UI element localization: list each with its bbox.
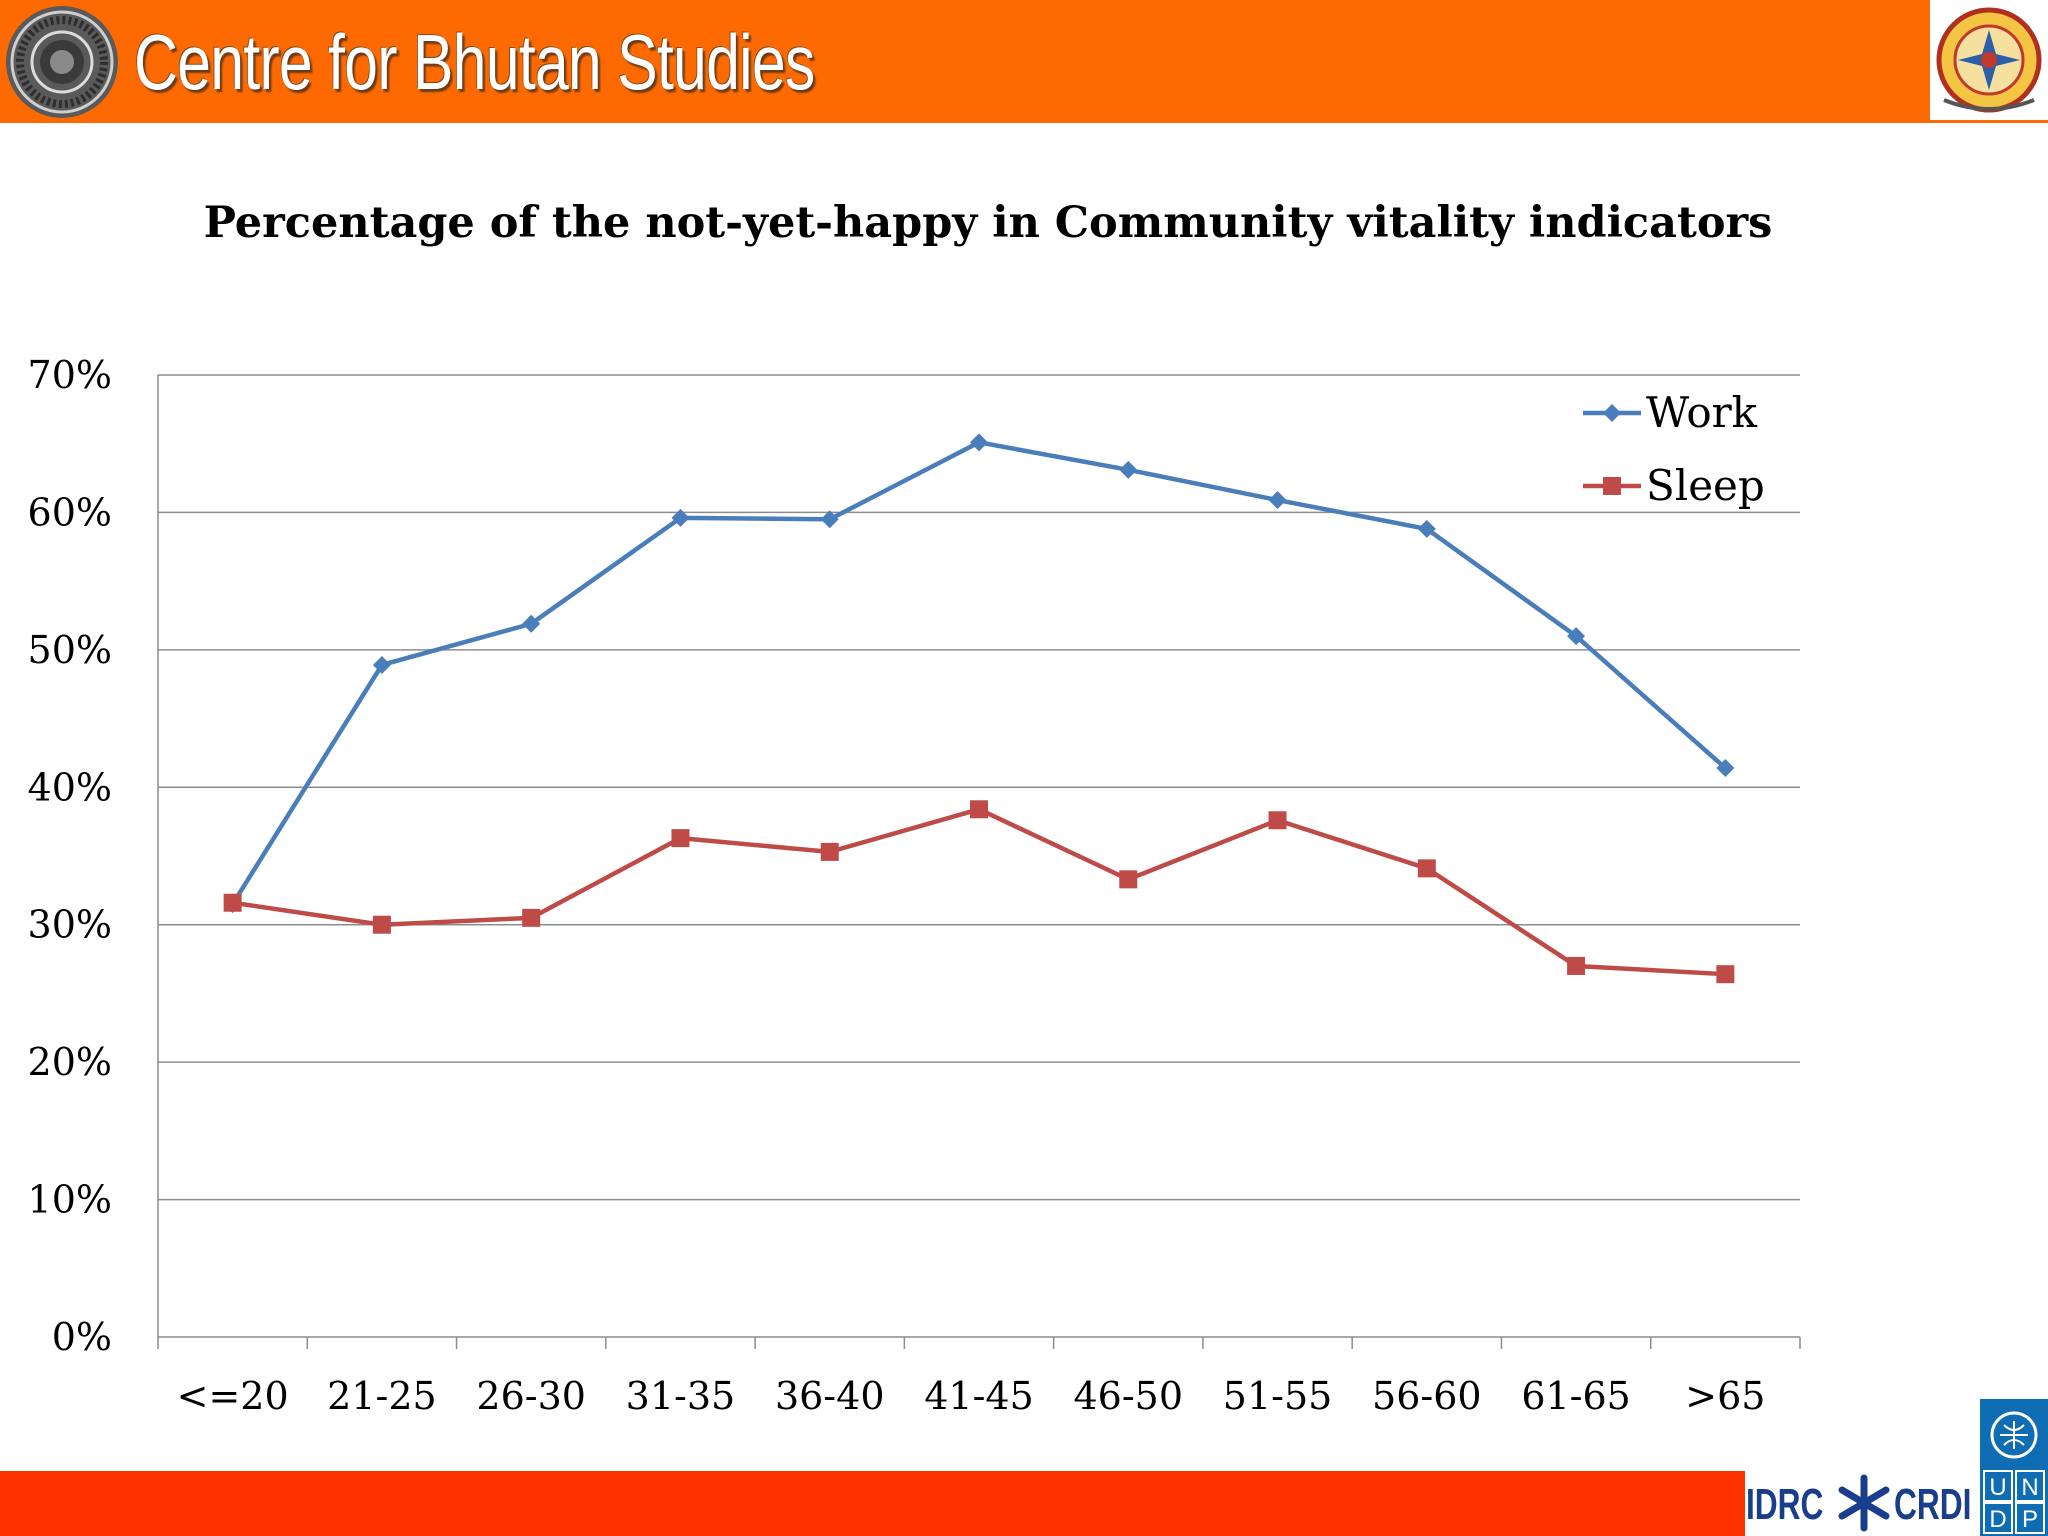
y-tick-label: 50% <box>28 628 112 672</box>
data-point-sleep <box>820 842 839 861</box>
undp-letter-p: P <box>2022 1506 2038 1533</box>
data-point-sleep <box>1417 859 1436 878</box>
x-tick-label: >65 <box>1685 1374 1765 1418</box>
data-point-work <box>1567 627 1586 646</box>
data-point-work <box>1716 759 1735 778</box>
chart-title: Percentage of the not-yet-happy in Commu… <box>203 198 1773 248</box>
data-point-sleep <box>372 915 391 934</box>
dharma-wheel-logo-icon <box>6 6 118 118</box>
org-title: Centre for Bhutan Studies <box>134 18 815 106</box>
y-tick-label: 70% <box>28 353 112 397</box>
legend-label-sleep: Sleep <box>1646 461 1765 510</box>
data-point-sleep <box>1716 965 1735 984</box>
x-tick-label: 46-50 <box>1073 1374 1183 1418</box>
x-tick-label: 61-65 <box>1521 1374 1631 1418</box>
x-tick-label: 56-60 <box>1372 1374 1482 1418</box>
legend-marker-sleep <box>1603 477 1621 495</box>
x-tick-label: 41-45 <box>924 1374 1034 1418</box>
y-tick-label: 0% <box>52 1315 112 1359</box>
series-line-work <box>230 440 1727 906</box>
data-point-sleep <box>522 908 541 927</box>
data-point-work <box>1268 491 1287 510</box>
data-point-work <box>671 508 690 527</box>
y-tick-label: 20% <box>28 1040 112 1084</box>
undp-letter-n: N <box>2021 1474 2038 1501</box>
x-tick-label: 26-30 <box>476 1374 586 1418</box>
data-point-work <box>522 614 541 633</box>
y-tick-label: 10% <box>28 1178 112 1222</box>
data-point-work <box>970 433 988 452</box>
data-point-sleep <box>1567 956 1586 975</box>
undp-letter-d: D <box>1989 1506 2006 1533</box>
header-bar <box>0 0 2048 123</box>
legend-label-work: Work <box>1646 388 1758 437</box>
emblem-icon <box>1936 7 2042 113</box>
x-tick-label: 36-40 <box>775 1374 885 1418</box>
undp-letter-u: U <box>1989 1474 2006 1501</box>
idrc-logo-text: IDRC <box>1746 1480 1824 1529</box>
crdi-logo-text: CRDI <box>1894 1480 1972 1529</box>
idrc-star-icon <box>1838 1474 1890 1532</box>
line-chart: 0% 10% 20% 30% 40% 50% 60% 70% <=20 21-25 26-30 31-… <box>28 353 1801 1418</box>
data-point-work <box>372 655 391 674</box>
footer-bar <box>0 1471 1745 1536</box>
undp-logo-icon: U N D P <box>1980 1399 2048 1536</box>
data-point-sleep <box>223 893 242 912</box>
data-point-sleep <box>1119 870 1138 889</box>
x-tick-label: 31-35 <box>626 1374 736 1418</box>
data-point-sleep <box>671 829 690 848</box>
x-tick-label: 21-25 <box>327 1374 437 1418</box>
data-point-sleep <box>1268 811 1287 830</box>
series-line-sleep <box>232 807 1726 977</box>
data-point-work <box>1417 519 1436 538</box>
data-point-sleep <box>970 800 988 819</box>
y-tick-label: 30% <box>28 903 112 947</box>
y-tick-label: 40% <box>28 765 112 809</box>
bhutan-emblem <box>1930 0 2048 120</box>
legend-marker-work <box>1603 404 1621 422</box>
x-tick-label: <=20 <box>177 1374 289 1418</box>
x-tick-label: 51-55 <box>1223 1374 1333 1418</box>
data-point-work <box>1119 460 1138 479</box>
y-tick-label: 60% <box>28 490 112 534</box>
data-point-work <box>820 510 839 529</box>
